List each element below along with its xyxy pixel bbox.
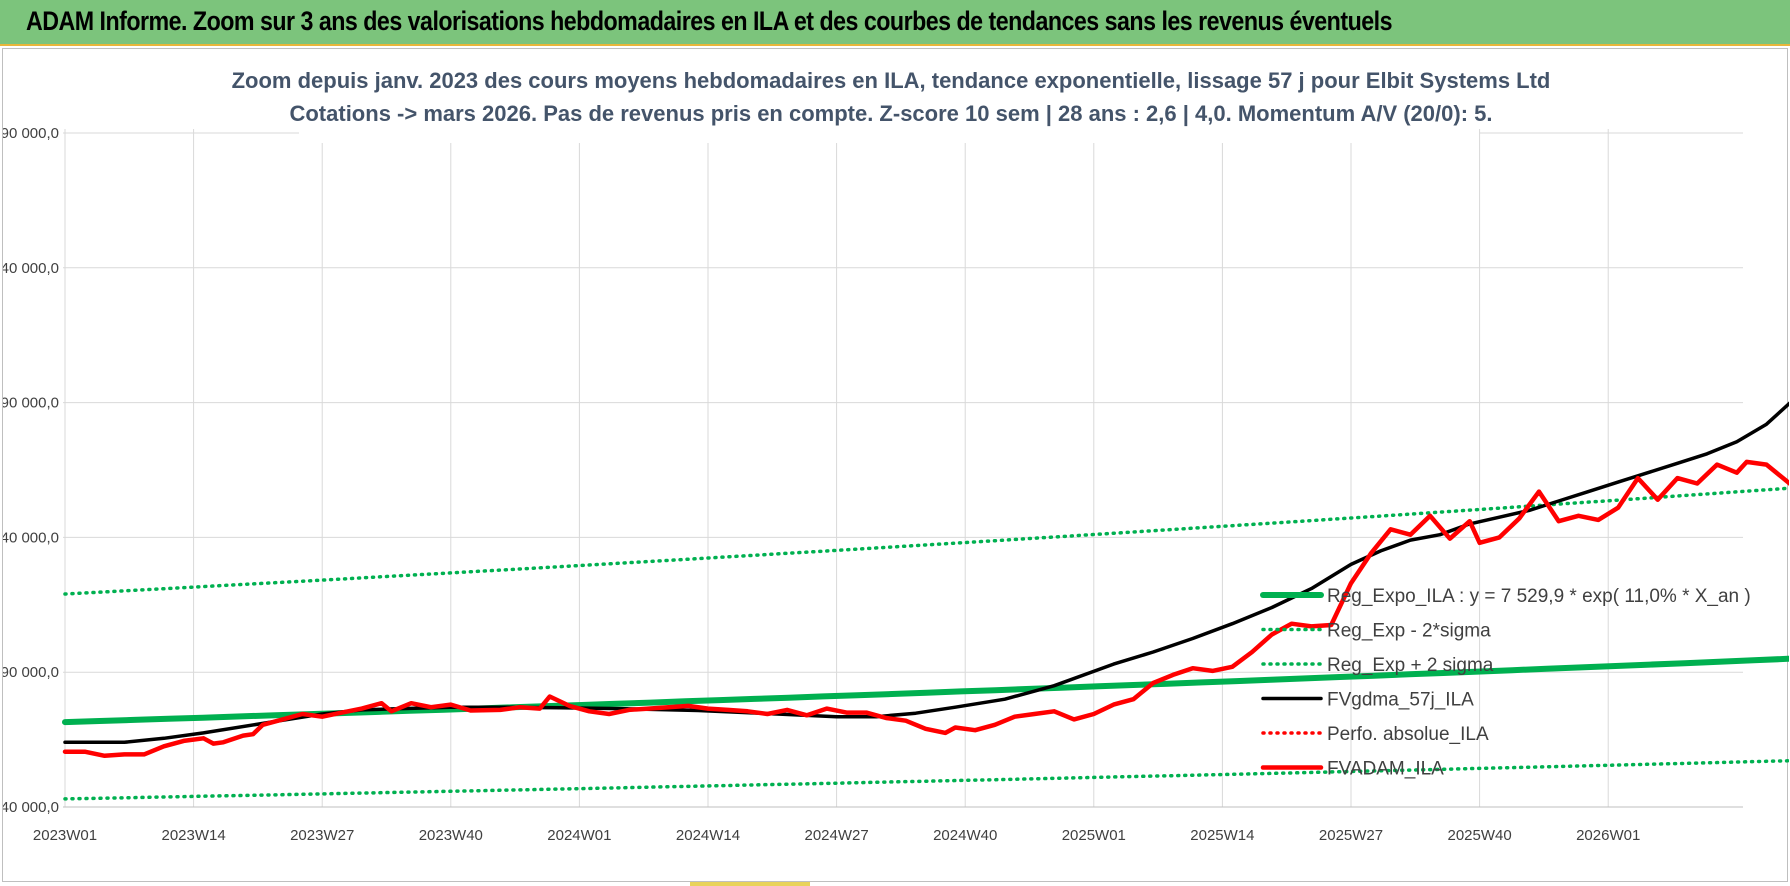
x-tick-label: 2023W01 <box>33 827 97 844</box>
header-bar: ADAM Informe. Zoom sur 3 ans des valoris… <box>0 0 1790 46</box>
series-line-fvadam-ila <box>62 459 1789 759</box>
series-line-reg-exp-2-sigma <box>63 486 1789 596</box>
x-tick-label: 2025W40 <box>1447 827 1511 844</box>
series-layer <box>62 401 1789 801</box>
grid <box>63 129 1743 808</box>
chart-area: 40 000,0 90 000,0 140 000,0 190 000,0 240 00… <box>2 48 1789 882</box>
x-tick-label: 2024W01 <box>547 827 611 844</box>
series-line-reg-expo-ila <box>62 655 1789 726</box>
legend-label-fvadam-ila: FVADAM_ILA <box>1327 759 1444 780</box>
y-tick-label: 240 000,0 <box>3 260 59 277</box>
x-tick-label: 2025W27 <box>1319 827 1383 844</box>
series-line-fvgdma-57j-ila <box>63 401 1789 745</box>
x-tick-label: 2025W14 <box>1190 827 1254 844</box>
y-tick-label: 40 000,0 <box>3 799 59 816</box>
chart-title-background <box>299 59 1479 143</box>
series-line-reg-exp-2-sigma <box>63 759 1789 801</box>
y-tick-label: 290 000,0 <box>3 125 59 142</box>
x-tick-label: 2023W14 <box>161 827 225 844</box>
legend: Reg_Expo_ILA : y = 7 529,9 * exp( 11,0% … <box>1260 586 1751 780</box>
legend-label-reg-exp-2-sigma: Reg_Exp + 2 sigma <box>1327 655 1494 676</box>
legend-label-reg-expo-ila-y-7-529-9-exp-11-0-x-an: Reg_Expo_ILA : y = 7 529,9 * exp( 11,0% … <box>1327 586 1751 607</box>
legend-label-reg-exp-2-sigma: Reg_Exp - 2*sigma <box>1327 621 1491 642</box>
x-tick-label: 2024W40 <box>933 827 997 844</box>
bottom-accent <box>690 882 810 886</box>
axis-labels: 40 000,0 90 000,0 140 000,0 190 000,0 240 00… <box>3 125 1640 844</box>
y-tick-label: 140 000,0 <box>3 529 59 546</box>
x-tick-label: 2025W01 <box>1062 827 1126 844</box>
x-tick-label: 2023W27 <box>290 827 354 844</box>
chart-title-line-2: Cotations -> mars 2026. Pas de revenus p… <box>289 101 1492 126</box>
x-tick-label: 2023W40 <box>419 827 483 844</box>
x-tick-label: 2024W14 <box>676 827 740 844</box>
page-title: ADAM Informe. Zoom sur 3 ans des valoris… <box>26 6 1392 36</box>
legend-label-fvgdma-57j-ila: FVgdma_57j_ILA <box>1327 690 1474 711</box>
y-tick-label: 190 000,0 <box>3 395 59 412</box>
x-tick-label: 2026W01 <box>1576 827 1640 844</box>
line-chart: 40 000,0 90 000,0 140 000,0 190 000,0 240 00… <box>3 59 1789 844</box>
y-tick-label: 90 000,0 <box>3 664 59 681</box>
chart-title: Zoom depuis janv. 2023 des cours moyens … <box>232 59 1551 143</box>
x-tick-label: 2024W27 <box>804 827 868 844</box>
chart-title-line-1: Zoom depuis janv. 2023 des cours moyens … <box>232 68 1551 93</box>
legend-label-perfo-absolue-ila: Perfo. absolue_ILA <box>1327 724 1489 745</box>
